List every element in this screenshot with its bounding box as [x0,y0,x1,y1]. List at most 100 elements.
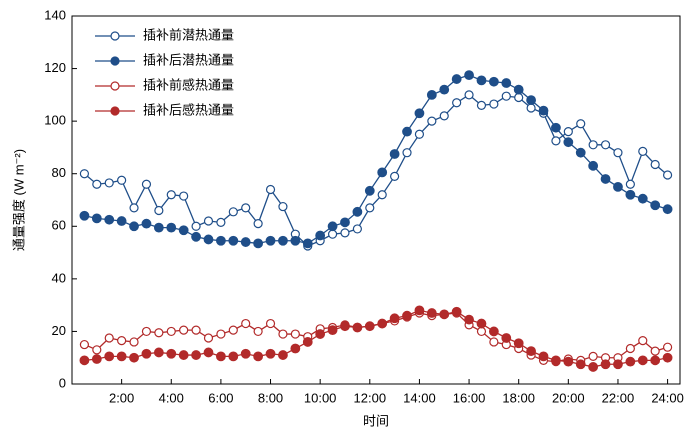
y-tick-label: 60 [52,218,66,233]
data-point [613,181,623,192]
data-point [340,217,350,228]
data-point [129,352,139,363]
data-point [203,333,214,343]
data-point [476,75,487,86]
data-point [191,325,201,335]
data-point [538,351,549,362]
data-point [402,126,412,137]
data-point [501,333,512,343]
data-point [278,329,288,339]
data-point [302,238,313,249]
data-point [253,326,263,337]
plot-frame [71,15,681,385]
data-point [563,137,574,148]
x-tick-label: 20:00 [552,390,585,405]
data-point [215,235,226,246]
data-point [464,90,474,100]
data-point [153,347,164,358]
data-point [340,228,350,238]
data-point [625,356,636,367]
data-point [327,229,338,239]
data-point [489,337,499,347]
data-point [439,84,450,95]
data-point [501,78,512,88]
data-point [662,170,673,180]
data-point [377,167,388,178]
data-point [253,219,263,229]
data-point [215,351,226,362]
data-point [377,318,388,329]
y-tick-label: 0 [59,375,66,390]
data-point [563,127,573,137]
data-point [191,221,201,231]
data-point [154,328,164,338]
data-point [625,179,635,189]
data-point [116,351,127,362]
data-point [637,193,648,204]
legend-marker [110,106,120,116]
data-point [240,348,251,359]
y-axis-label: 通量强度 (W m⁻²) [11,149,26,251]
x-tick-label: 12:00 [354,390,387,405]
data-point [79,210,90,221]
data-point [513,84,524,95]
data-point [563,356,574,367]
data-point [91,213,102,224]
data-point [650,355,661,366]
data-point [290,343,301,354]
x-tick-label: 10:00 [304,390,337,405]
data-point [203,347,214,358]
data-point [650,200,661,211]
data-point [439,309,450,320]
data-point [501,91,511,101]
data-point [104,214,115,225]
data-point [116,216,127,226]
data-point [79,355,90,366]
data-point [575,359,586,370]
data-point [191,231,201,242]
data-point [551,355,561,366]
legend-label: 插补后潜热通量 [143,52,234,67]
data-point [427,116,437,126]
data-point [514,92,524,103]
data-point [216,217,226,227]
data-point [389,313,400,324]
y-tick-label: 120 [44,60,66,75]
data-point [414,305,425,316]
data-point [129,337,139,347]
data-point [389,149,400,159]
data-point [241,318,251,329]
x-axis-label: 时间 [363,413,389,428]
data-point [662,204,673,215]
data-point [241,203,251,213]
legend-marker [110,81,120,91]
data-point [166,190,176,200]
data-point [600,174,611,184]
data-point [364,321,375,332]
data-point [179,325,189,335]
data-point [650,346,660,356]
legend-label: 插补前潜热通量 [143,27,234,42]
data-point [526,346,537,357]
data-point [489,99,499,109]
data-point [414,129,425,139]
data-point [488,76,499,87]
data-point [228,235,239,246]
data-point [538,105,549,116]
data-point [129,221,139,232]
data-point [315,230,326,241]
data-point [390,171,400,181]
data-point [179,191,189,201]
data-point [588,351,598,361]
legend-marker [110,31,120,41]
x-tick-label: 24:00 [651,390,684,405]
data-point [476,326,487,337]
data-point [638,146,648,156]
legend-label: 插补前感热通量 [143,77,234,92]
data-point [551,122,561,133]
data-point [141,218,152,229]
data-point [364,185,375,196]
data-point [588,140,598,150]
data-point [526,103,536,113]
data-point [600,359,611,370]
